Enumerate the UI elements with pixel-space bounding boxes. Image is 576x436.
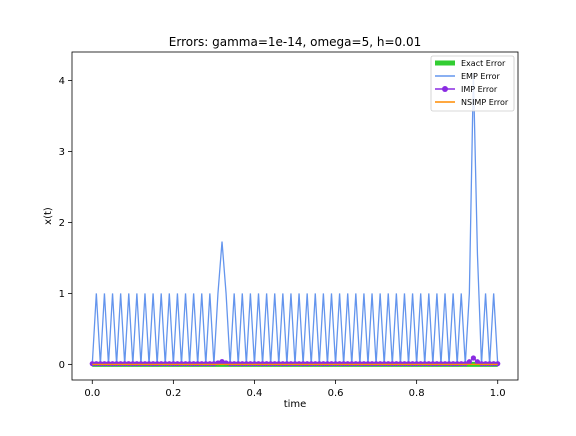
legend-label: NSIMP Error	[461, 98, 509, 107]
plot-frame	[71, 51, 519, 381]
plot-area	[71, 51, 519, 381]
legend-item: IMP Error	[435, 85, 498, 94]
legend-label: IMP Error	[461, 85, 498, 94]
x-tick-label: 0.4	[247, 388, 263, 399]
y-tick-label: 1	[59, 289, 65, 300]
y-tick-label: 3	[59, 147, 65, 158]
legend-label: Exact Error	[461, 59, 506, 68]
legend-label: EMP Error	[461, 72, 501, 81]
legend: Exact Error EMP Error IMP Error NSIMP Error	[430, 55, 515, 112]
legend-marker	[442, 86, 448, 92]
x-axis-label: time	[284, 399, 307, 410]
y-axis: 0 1 2 3 4	[59, 76, 72, 371]
imp-marker	[474, 359, 481, 365]
x-tick-label: 0.2	[165, 388, 181, 399]
chart-title: Errors: gamma=1e-14, omega=5, h=0.01	[169, 35, 421, 49]
legend-items: Exact Error EMP Error IMP Error NSIMP Error	[435, 59, 509, 107]
y-tick-label: 4	[59, 76, 65, 87]
series-emp-error	[91, 73, 499, 365]
imp-marker	[466, 359, 472, 365]
x-tick-label: 1.0	[490, 388, 506, 399]
y-axis-label: x(t)	[43, 207, 54, 225]
x-tick-label: 0.6	[328, 388, 344, 399]
x-tick-label: 0.8	[409, 388, 425, 399]
y-tick-label: 2	[59, 218, 65, 229]
x-axis: 0.0 0.2 0.4 0.6 0.8 1.0	[84, 380, 506, 399]
legend-item: EMP Error	[435, 72, 501, 81]
legend-item: NSIMP Error	[435, 98, 509, 107]
x-tick-label: 0.0	[84, 388, 100, 399]
series-layer	[89, 73, 501, 367]
imp-marker	[219, 358, 225, 365]
legend-item: Exact Error	[435, 59, 506, 68]
imp-marker	[470, 355, 476, 361]
imp-marker	[495, 361, 501, 367]
y-tick-label: 0	[59, 360, 65, 371]
legend-frame	[430, 55, 515, 112]
